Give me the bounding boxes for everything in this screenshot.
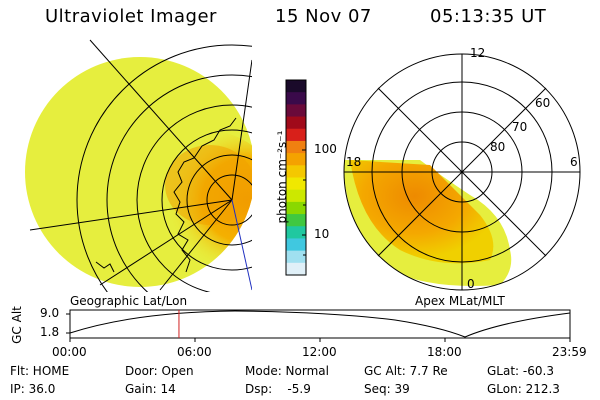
colorbar-segment bbox=[286, 116, 306, 130]
apex-label: Apex MLat/MLT bbox=[415, 294, 505, 308]
mlt-label-6: 6 bbox=[570, 155, 578, 169]
status-gain: Gain: 14 bbox=[125, 382, 176, 396]
x-tick-2359: 23:59 bbox=[552, 345, 587, 359]
colorbar-segment bbox=[286, 262, 306, 276]
polar-image bbox=[343, 53, 581, 291]
date-label: 15 Nov 07 bbox=[275, 6, 372, 27]
status-mode: Mode: Normal bbox=[245, 364, 329, 378]
status-dsp: Dsp: -5.9 bbox=[245, 382, 311, 396]
app-title: Ultraviolet Imager bbox=[45, 6, 217, 27]
mlt-label-12: 12 bbox=[470, 46, 486, 60]
colorbar-segment bbox=[286, 177, 306, 191]
gc-alt-axis-label: GC Alt bbox=[10, 306, 24, 344]
lat-label-80: 80 bbox=[490, 140, 506, 154]
x-tick-1800: 18:00 bbox=[427, 345, 462, 359]
lat-label-60: 60 bbox=[535, 96, 551, 110]
mlt-label-18: 18 bbox=[346, 155, 362, 169]
colorbar-segment bbox=[286, 238, 306, 252]
colorbar-segment bbox=[286, 92, 306, 105]
colorbar-segment bbox=[286, 128, 306, 142]
colorbar bbox=[285, 79, 307, 276]
x-tick-0600: 06:00 bbox=[177, 345, 212, 359]
lat-label-70: 70 bbox=[512, 120, 528, 134]
status-glat: GLat: -60.3 bbox=[487, 364, 554, 378]
colorbar-segment bbox=[286, 201, 306, 215]
colorbar-segment bbox=[286, 226, 306, 240]
colorbar-ticks bbox=[302, 149, 306, 256]
geographic-image bbox=[25, 39, 252, 292]
status-door: Door: Open bbox=[125, 364, 194, 378]
colorbar-tick-10: 10 bbox=[314, 227, 330, 241]
colorbar-segment bbox=[286, 214, 306, 227]
status-filter: Flt: HOME bbox=[10, 364, 70, 378]
colorbar-segment bbox=[286, 250, 306, 264]
x-tick-0000: 00:00 bbox=[52, 345, 87, 359]
y-tick-1-8: 1.8 bbox=[40, 325, 60, 339]
colorbar-unit-label: photon cm⁻²s⁻¹ bbox=[275, 130, 289, 224]
colorbar-segment bbox=[286, 140, 306, 154]
colorbar-segment bbox=[286, 189, 306, 203]
colorbar-segment bbox=[286, 153, 306, 166]
time-label: 05:13:35 UT bbox=[430, 6, 547, 27]
status-seq: Seq: 39 bbox=[364, 382, 410, 396]
status-gc-alt: GC Alt: 7.7 Re bbox=[364, 364, 448, 378]
colorbar-segment bbox=[286, 165, 306, 179]
geographic-label: Geographic Lat/Lon bbox=[70, 294, 188, 308]
colorbar-tick-100: 100 bbox=[314, 142, 337, 156]
timeline-plot bbox=[66, 309, 571, 342]
y-tick-9: 9.0 bbox=[40, 306, 60, 320]
x-tick-1200: 12:00 bbox=[302, 345, 337, 359]
colorbar-segment bbox=[286, 104, 306, 118]
colorbar-border bbox=[285, 79, 307, 276]
status-glon: GLon: 212.3 bbox=[487, 382, 560, 396]
mlt-label-0: 0 bbox=[467, 277, 475, 291]
colorbar-segment bbox=[286, 80, 306, 93]
status-ip: IP: 36.0 bbox=[10, 382, 56, 396]
